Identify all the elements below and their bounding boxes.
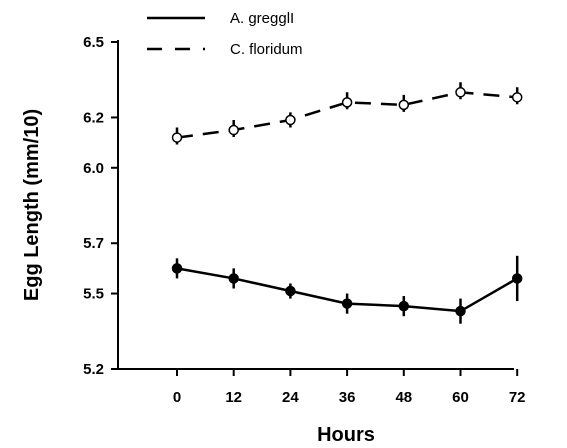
data-point bbox=[455, 305, 466, 317]
x-tick-label: 36 bbox=[339, 389, 356, 406]
legend-label: A. gregglI bbox=[230, 10, 294, 27]
data-point bbox=[171, 132, 183, 143]
data-point bbox=[398, 300, 410, 312]
y-tick-label: 5.5 bbox=[83, 286, 104, 303]
series-a-greggii bbox=[171, 255, 523, 324]
data-point bbox=[228, 124, 239, 136]
y-tick-label: 6.0 bbox=[83, 160, 104, 177]
axes bbox=[117, 40, 514, 370]
x-tick-label: 60 bbox=[452, 389, 469, 406]
data-point bbox=[341, 298, 353, 309]
data-point bbox=[228, 273, 239, 284]
x-tick-label: 72 bbox=[509, 389, 526, 406]
x-tick-label: 12 bbox=[225, 389, 242, 406]
y-tick-label: 5.7 bbox=[83, 235, 104, 252]
x-axis-title: Hours bbox=[317, 424, 375, 446]
data-point bbox=[511, 92, 523, 103]
legend: A. gregglI C. floridum bbox=[147, 10, 303, 58]
series-c-floridum bbox=[171, 82, 523, 148]
y-tick-label: 6.2 bbox=[83, 109, 104, 126]
legend-label: C. floridum bbox=[230, 41, 303, 58]
data-point bbox=[398, 99, 410, 111]
x-tick-label: 48 bbox=[395, 389, 412, 406]
x-tick-label: 24 bbox=[282, 389, 299, 406]
series bbox=[171, 82, 523, 324]
data-point bbox=[285, 285, 296, 297]
data-point bbox=[285, 114, 296, 126]
data-point bbox=[341, 97, 353, 108]
y-tick-label: 6.5 bbox=[83, 34, 104, 51]
data-point bbox=[455, 87, 466, 98]
y-axis-title: Egg Length (mm/10) bbox=[21, 109, 43, 301]
ticks: 5.2 5.5 5.7 6.0 6.2 6.5 0 12 24 36 48 60 72 bbox=[83, 34, 525, 406]
data-point bbox=[511, 273, 523, 284]
y-tick-label: 5.2 bbox=[83, 361, 104, 378]
data-point bbox=[171, 263, 183, 274]
x-tick-label: 0 bbox=[173, 389, 181, 406]
